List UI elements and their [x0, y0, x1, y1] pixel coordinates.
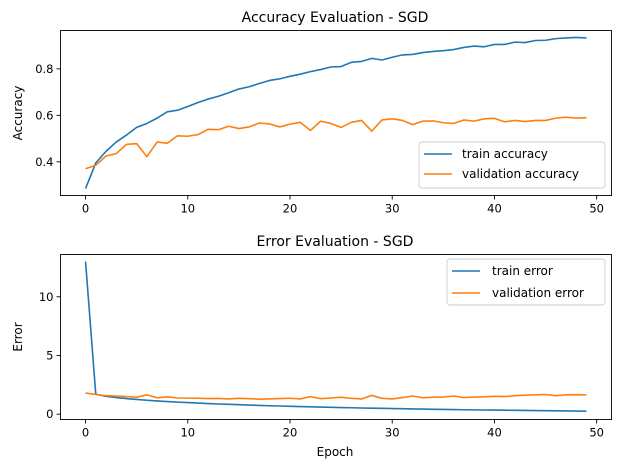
train-accuracy-legend-label: train accuracy — [462, 147, 548, 161]
accuracy-x-tick-label: 20 — [283, 202, 298, 216]
accuracy-legend: train accuracy validation accuracy — [418, 141, 606, 189]
error-y-tick-label: 5 — [46, 348, 53, 362]
error-x-axis-label: Epoch — [317, 445, 354, 459]
train-error-legend-label: train error — [492, 264, 553, 278]
train-accuracy-line — [84, 36, 587, 189]
error-axes-frame — [60, 254, 612, 420]
accuracy-axes-frame — [60, 30, 612, 196]
error-x-tick-label: 0 — [82, 426, 89, 440]
error-legend: train error validation error — [446, 258, 606, 306]
error-x-tick-label: 40 — [487, 426, 502, 440]
accuracy-x-tick-label: 10 — [180, 202, 195, 216]
validation-accuracy-legend-label: validation accuracy — [462, 167, 579, 181]
accuracy-y-tick-label: 0.6 — [35, 108, 53, 122]
accuracy-x-tick-label: 30 — [385, 202, 400, 216]
error-x-tick-label: 20 — [283, 426, 298, 440]
validation-error-line — [85, 392, 587, 400]
error-ticks: 0 10 20 30 40 50 0 5 10 — [39, 290, 604, 440]
error-y-tick-label: 10 — [39, 290, 54, 304]
error-chart-title: Error Evaluation - SGD — [257, 234, 414, 250]
error-x-tick-label: 10 — [180, 426, 195, 440]
error-lines — [84, 261, 587, 412]
accuracy-chart-title: Accuracy Evaluation - SGD — [242, 10, 429, 26]
error-y-tick-label: 0 — [46, 407, 53, 421]
error-y-axis-label: Error — [11, 322, 25, 351]
error-x-tick-label: 30 — [385, 426, 400, 440]
accuracy-ticks: 0 10 20 30 40 50 0.4 0.6 0.8 — [35, 62, 604, 216]
train-error-line — [84, 261, 587, 412]
accuracy-x-tick-label: 0 — [82, 202, 89, 216]
validation-accuracy-line — [85, 116, 587, 170]
error-x-tick-label: 50 — [589, 426, 604, 440]
error-legend-box — [446, 258, 606, 306]
validation-error-legend-label: validation error — [492, 286, 584, 300]
accuracy-y-axis-label: Accuracy — [11, 86, 25, 141]
accuracy-y-tick-label: 0.8 — [35, 62, 53, 76]
accuracy-subplot: Accuracy Evaluation - SGD Accuracy 0 10 20… — [11, 10, 612, 216]
accuracy-legend-box — [418, 141, 606, 189]
accuracy-y-tick-label: 0.4 — [35, 155, 53, 169]
accuracy-lines — [84, 36, 587, 189]
error-subplot: Error Evaluation - SGD Error Epoch 0 10 20… — [11, 234, 612, 459]
accuracy-x-tick-label: 50 — [589, 202, 604, 216]
accuracy-x-tick-label: 40 — [487, 202, 502, 216]
